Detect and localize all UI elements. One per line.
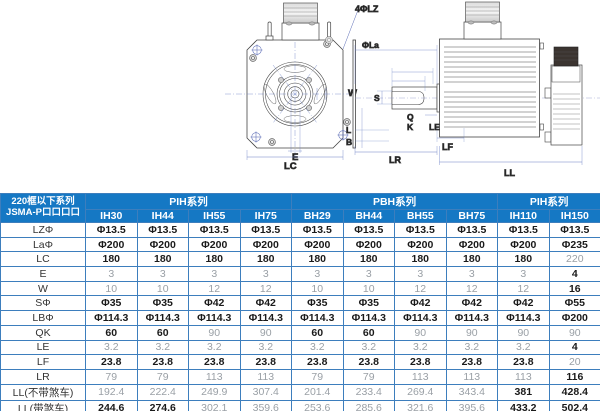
svg-text:B: B [346,137,352,147]
svg-text:LC: LC [284,161,297,172]
svg-text:ΦLa: ΦLa [362,40,379,50]
svg-text:L: L [346,125,351,135]
svg-text:LR: LR [389,155,401,165]
svg-text:LL: LL [504,168,515,178]
svg-text:4ΦLZ: 4ΦLZ [355,4,379,14]
svg-text:LE: LE [429,122,440,132]
svg-text:Q: Q [407,112,414,122]
svg-text:LF: LF [442,142,453,152]
svg-text:S: S [374,93,380,103]
svg-text:K: K [407,122,414,132]
